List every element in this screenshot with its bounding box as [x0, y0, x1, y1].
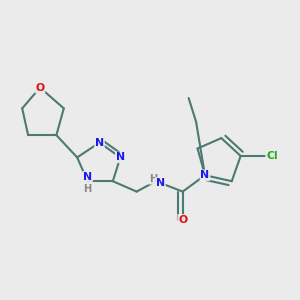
Text: N: N [95, 138, 104, 148]
Text: O: O [35, 82, 45, 93]
Text: O: O [178, 215, 187, 225]
Text: N: N [156, 178, 165, 188]
Text: Cl: Cl [266, 151, 278, 161]
Text: N: N [200, 170, 209, 180]
Text: N: N [116, 152, 125, 162]
Text: H: H [149, 174, 157, 184]
Text: H: H [83, 184, 92, 194]
Text: N: N [83, 172, 92, 182]
